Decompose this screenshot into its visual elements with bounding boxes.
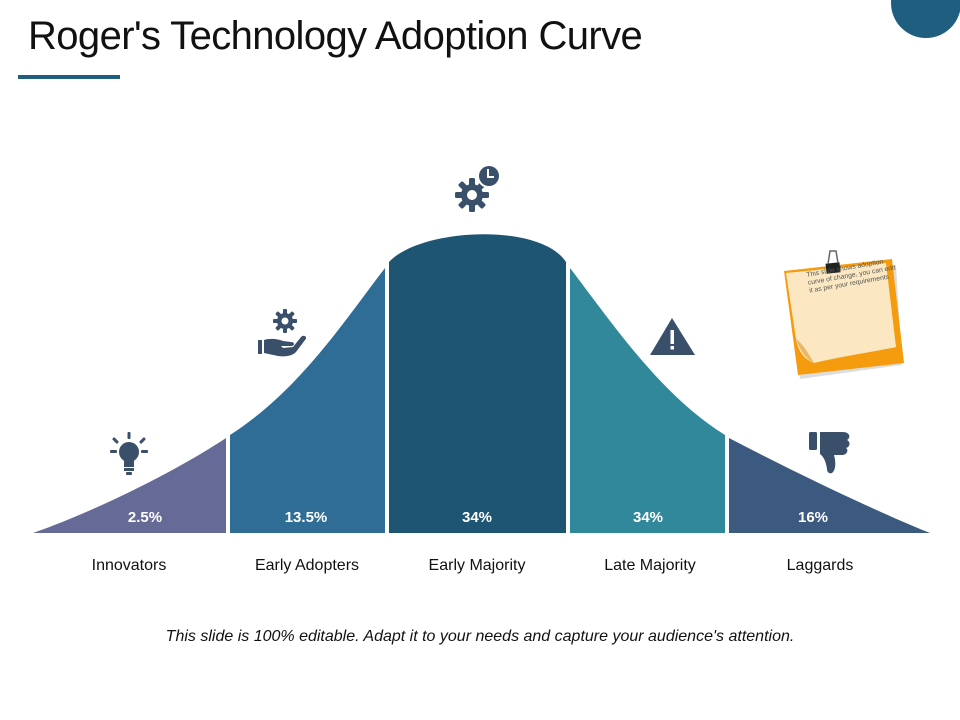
- warning-icon: [650, 318, 695, 355]
- footer-text: This slide is 100% editable. Adapt it to…: [165, 628, 795, 645]
- percent-early-majority: 34%: [462, 509, 492, 526]
- hand-gear-icon: [258, 309, 307, 357]
- thumbs-down-icon: [809, 432, 850, 474]
- label-early-majority: Early Majority: [428, 557, 526, 574]
- label-innovators: Innovators: [91, 557, 167, 574]
- note-paper-front: [786, 263, 896, 363]
- page-title: Roger's Technology Adoption Curve: [28, 14, 643, 58]
- label-early-adopters: Early Adopters: [254, 557, 360, 574]
- percent-early-adopters: 13.5%: [285, 509, 328, 526]
- segment-early-majority: [389, 234, 566, 534]
- lightbulb-icon: [110, 432, 148, 475]
- segment-early-adopters: [230, 268, 385, 533]
- segment-innovators: [33, 438, 226, 533]
- percent-late-majority: 34%: [633, 509, 663, 526]
- segment-laggards: [729, 438, 930, 533]
- title-underline: [18, 75, 120, 79]
- label-late-majority: Late Majority: [604, 557, 696, 574]
- percent-innovators: 2.5%: [128, 509, 162, 526]
- segment-late-majority: [570, 268, 725, 533]
- sticky-note: [784, 250, 912, 379]
- gear-clock-icon: [455, 164, 501, 212]
- percent-laggards: 16%: [798, 509, 828, 526]
- label-laggards: Laggards: [786, 557, 854, 574]
